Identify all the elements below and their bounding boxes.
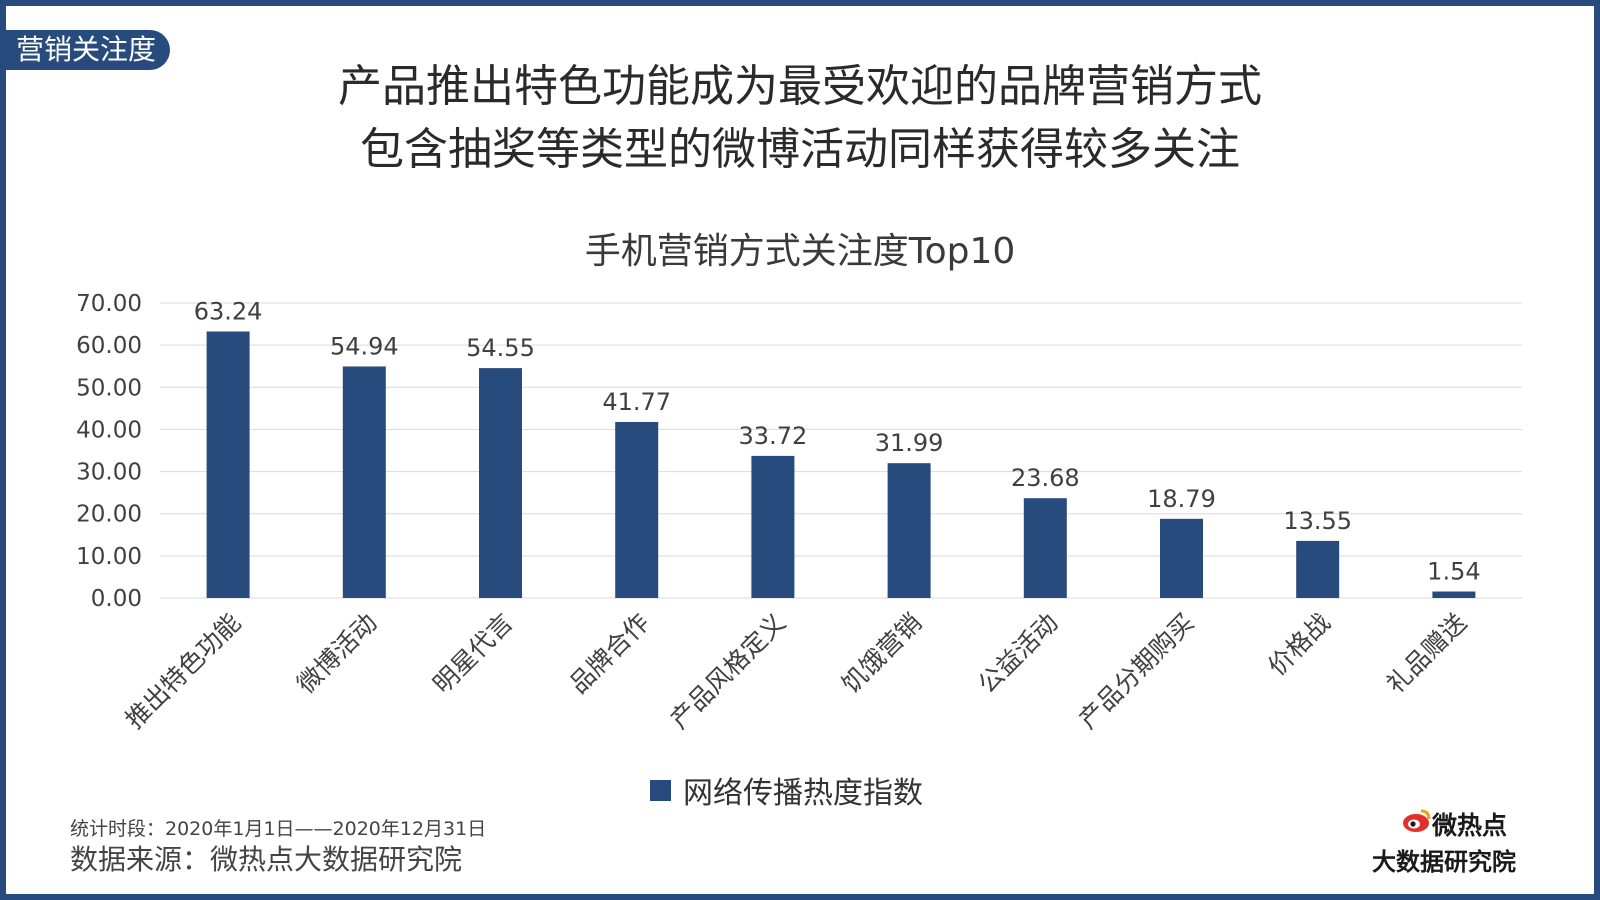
- bar: [1023, 498, 1067, 598]
- data-label: 63.24: [194, 297, 263, 325]
- data-label: 54.94: [330, 332, 399, 360]
- data-label: 18.79: [1147, 485, 1216, 513]
- logo: 微热点 大数据研究院: [1372, 806, 1542, 876]
- y-tick-label: 0.00: [91, 586, 142, 612]
- bar: [1296, 540, 1340, 598]
- data-label: 23.68: [1011, 464, 1080, 492]
- bar: [206, 331, 250, 598]
- x-tick-label: 产品风格定义: [665, 608, 792, 735]
- x-tick-label: 明星代言: [428, 608, 519, 699]
- bar: [1432, 591, 1476, 598]
- data-label: 33.72: [739, 422, 808, 450]
- legend-swatch: [650, 779, 671, 801]
- headline-line-2: 包含抽奖等类型的微博活动同样获得较多关注: [360, 124, 1240, 175]
- bar: [887, 463, 931, 598]
- y-tick-label: 30.00: [76, 460, 142, 486]
- bar: [1160, 518, 1203, 598]
- chart-title: 手机营销方式关注度Top10: [584, 231, 1016, 272]
- bar: [342, 366, 386, 598]
- x-tick-label: 饥饿营销: [836, 608, 927, 699]
- headline-line-1: 产品推出特色功能成为最受欢迎的品牌营销方式: [338, 61, 1262, 112]
- data-label: 41.77: [602, 388, 671, 416]
- data-label: 13.55: [1283, 507, 1352, 535]
- y-tick-label: 40.00: [76, 417, 142, 443]
- logo-institute-name: 大数据研究院: [1372, 848, 1516, 876]
- data-label: 31.99: [875, 429, 944, 457]
- x-tick-label: 品牌合作: [564, 608, 655, 699]
- x-tick-label: 微博活动: [291, 608, 382, 699]
- statistics-period: 统计时段：2020年1月1日——2020年12月31日: [70, 818, 487, 840]
- x-tick-label: 公益活动: [972, 608, 1063, 699]
- data-source: 数据来源：微热点大数据研究院: [70, 843, 463, 876]
- y-tick-label: 50.00: [76, 375, 142, 401]
- bar: [615, 421, 659, 598]
- bar: [479, 368, 522, 598]
- section-tag: 营销关注度: [6, 30, 171, 70]
- x-tick-label: 礼品赠送: [1381, 608, 1472, 699]
- data-label: 1.54: [1427, 558, 1480, 586]
- bar: [751, 455, 795, 598]
- x-tick-label: 产品分期购买: [1073, 608, 1200, 735]
- y-tick-label: 60.00: [76, 333, 142, 359]
- y-tick-label: 10.00: [76, 544, 142, 570]
- chart-legend: 网络传播热度指数: [650, 768, 923, 812]
- legend-label: 网络传播热度指数: [683, 776, 923, 811]
- weibo-eye-icon: [1403, 809, 1431, 832]
- logo-brand-name: 微热点: [1432, 811, 1508, 840]
- x-tick-label: 推出特色功能: [120, 608, 247, 735]
- y-tick-label: 70.00: [76, 291, 142, 317]
- x-tick-label: 价格战: [1262, 608, 1336, 682]
- data-label: 54.55: [466, 334, 535, 362]
- y-tick-label: 20.00: [76, 502, 142, 528]
- bar-chart: 0.0010.0020.0030.0040.0050.0060.0070.00 …: [76, 291, 1522, 735]
